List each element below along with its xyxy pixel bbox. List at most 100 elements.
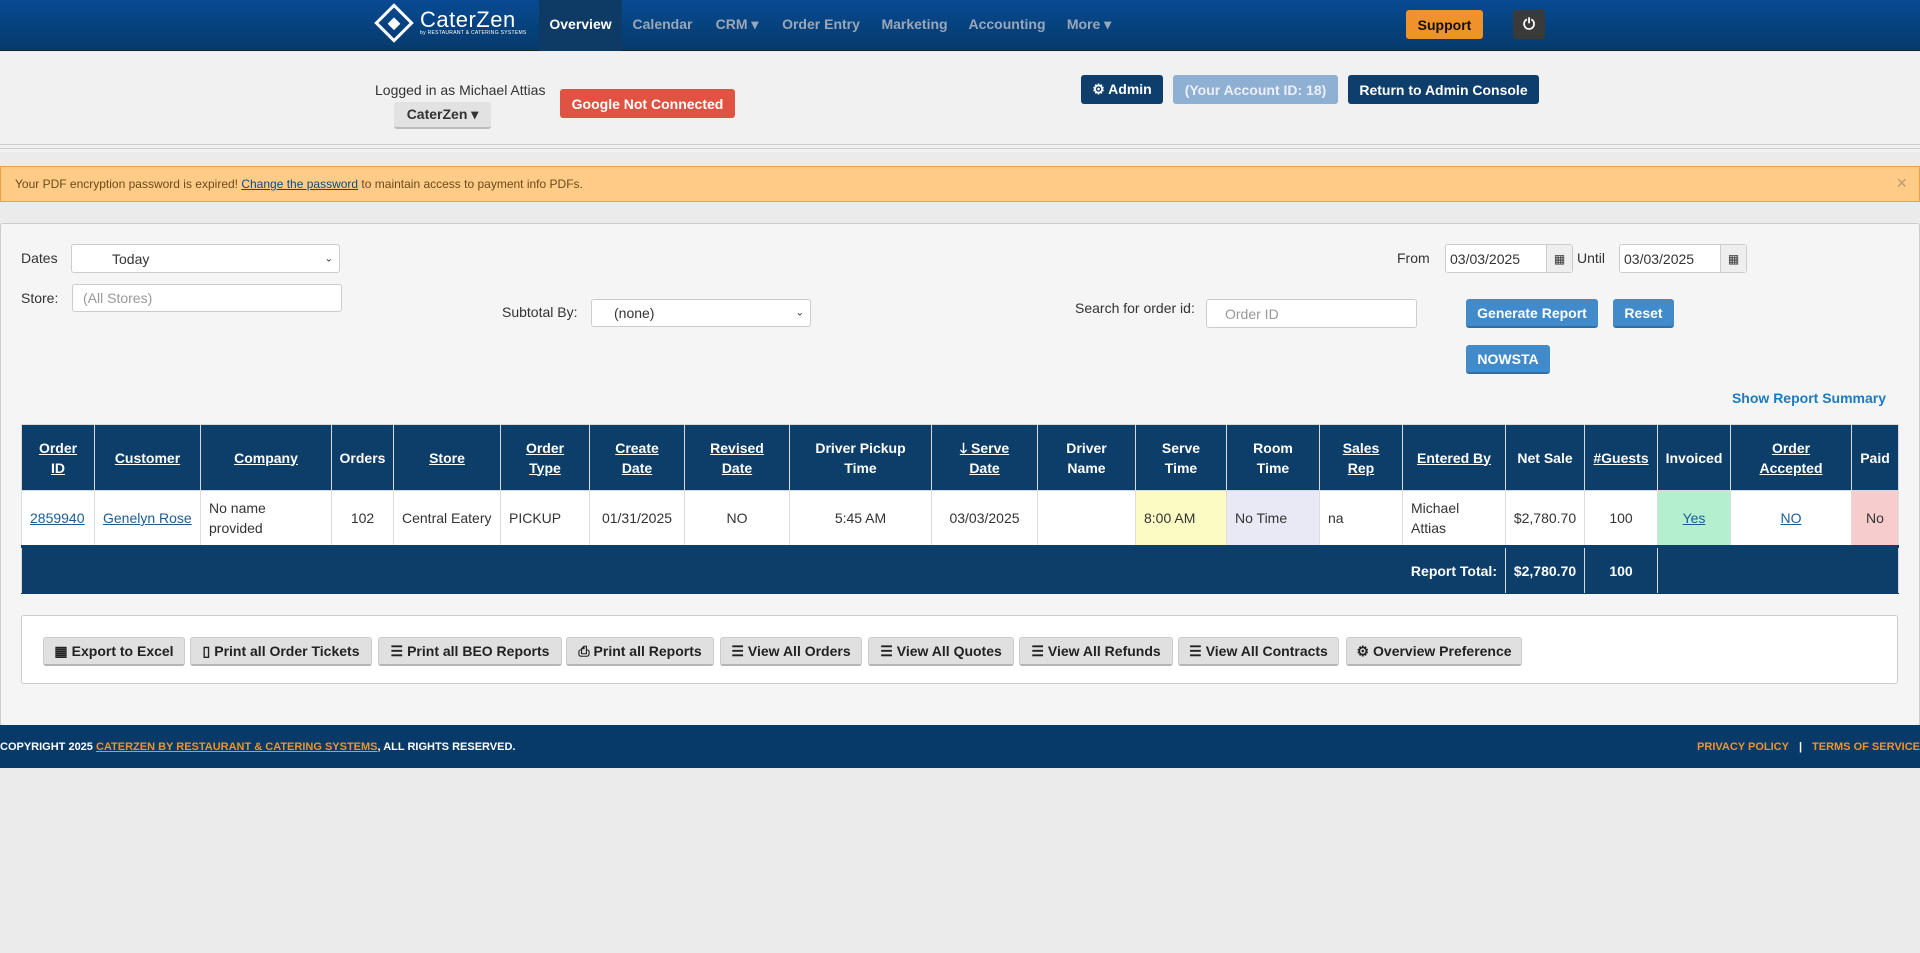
- google-not-connected-button[interactable]: Google Not Connected: [560, 89, 735, 118]
- nav-marketing[interactable]: Marketing: [881, 16, 948, 32]
- column-header-text: Invoiced: [1665, 449, 1723, 466]
- column-header-text: Sales: [1342, 439, 1380, 456]
- column-header-text: Time: [1164, 459, 1198, 476]
- column-header[interactable]: Company: [200, 424, 332, 491]
- alert-text-end: to maintain access to payment info PDFs.: [358, 177, 583, 191]
- from-date-value: 03/03/2025: [1450, 250, 1521, 267]
- action-icon: ☰: [390, 642, 404, 659]
- nav-order-entry[interactable]: Order Entry: [782, 16, 860, 32]
- logo-diamond-icon: [374, 3, 414, 43]
- generate-report-button[interactable]: Generate Report: [1466, 299, 1598, 328]
- from-label: From: [1397, 250, 1430, 266]
- action-view-all-contracts-button[interactable]: ☰ View All Contracts: [1178, 637, 1339, 666]
- logged-in-text: Logged in as Michael Attias: [375, 82, 546, 98]
- from-date-input[interactable]: 03/03/2025 ▦: [1445, 244, 1573, 273]
- column-header[interactable]: Order Type: [500, 424, 590, 491]
- column-header-text: Time: [844, 459, 877, 476]
- cell-company: No name provided: [200, 490, 332, 547]
- column-header[interactable]: Store: [393, 424, 501, 491]
- report-total-net: $2,780.70: [1505, 545, 1585, 594]
- cell-driver-pickup: 5:45 AM: [789, 490, 932, 547]
- report-total-guests: 100: [1584, 545, 1658, 594]
- action-icon: ⚙: [1356, 642, 1370, 659]
- column-header-text: Store: [429, 449, 465, 466]
- action-print-all-order-tickets-button[interactable]: ▯ Print all Order Tickets: [190, 637, 372, 666]
- caterzen-link[interactable]: CATERZEN BY RESTAURANT & CATERING SYSTEM…: [95, 741, 378, 753]
- action-view-all-quotes-button[interactable]: ☰ View All Quotes: [868, 637, 1014, 666]
- nav-accounting[interactable]: Accounting: [968, 16, 1046, 32]
- nav-more[interactable]: More ▾: [1066, 16, 1112, 32]
- calendar-icon[interactable]: ▦: [1546, 245, 1572, 272]
- support-button[interactable]: Support: [1406, 10, 1483, 39]
- change-password-link[interactable]: Change the password: [241, 177, 359, 191]
- cell-driver-name: [1037, 490, 1136, 547]
- action-label: View All Orders: [747, 643, 851, 659]
- power-icon[interactable]: ⏻: [1513, 10, 1545, 39]
- column-header[interactable]: 🡓 Serve Date: [931, 424, 1038, 491]
- return-admin-console-button[interactable]: Return to Admin Console: [1348, 75, 1539, 104]
- action-print-all-beo-reports-button[interactable]: ☰ Print all BEO Reports: [378, 637, 562, 666]
- column-header-text: Name: [1067, 459, 1106, 476]
- close-icon[interactable]: ×: [1896, 173, 1907, 193]
- dates-select[interactable]: Today ⌄: [71, 244, 340, 273]
- action-view-all-orders-button[interactable]: ☰ View All Orders: [720, 637, 862, 666]
- action-print-all-reports-button[interactable]: ⎙ Print all Reports: [566, 637, 714, 666]
- column-header-text: Order: [1771, 439, 1811, 456]
- column-header-text: Room: [1253, 439, 1293, 456]
- column-header[interactable]: Create Date: [589, 424, 685, 491]
- column-header: Serve Time: [1135, 424, 1227, 491]
- nav-calendar[interactable]: Calendar: [632, 16, 693, 32]
- footer: COPYRIGHT 2025 CATERZEN BY RESTAURANT & …: [0, 725, 1920, 768]
- alert-text: Your PDF encryption password is expired!: [15, 177, 242, 191]
- divider: [0, 144, 1920, 145]
- brand-name: CaterZen: [420, 7, 516, 32]
- action-overview-preference-button[interactable]: ⚙ Overview Preference: [1346, 637, 1522, 666]
- column-header: Driver Pickup Time: [789, 424, 932, 491]
- invoiced-link[interactable]: Yes: [1682, 510, 1706, 526]
- column-header[interactable]: Customer: [94, 424, 201, 491]
- action-view-all-refunds-button[interactable]: ☰ View All Refunds: [1019, 637, 1173, 666]
- admin-button[interactable]: ⚙ Admin: [1081, 75, 1163, 104]
- column-header[interactable]: Sales Rep: [1319, 424, 1403, 491]
- cell-order-accepted[interactable]: NO: [1730, 490, 1852, 547]
- column-header: Driver Name: [1037, 424, 1136, 491]
- column-header: Net Sale: [1505, 424, 1585, 491]
- order-id-input[interactable]: Order ID: [1206, 299, 1417, 328]
- nav-crm[interactable]: CRM ▾: [715, 16, 759, 32]
- cell-customer[interactable]: Genelyn Rose: [94, 490, 201, 547]
- cell-entered-by: Michael Attias: [1402, 490, 1506, 547]
- terms-of-service-link[interactable]: TERMS OF SERVICE: [1812, 741, 1920, 753]
- reset-button[interactable]: Reset: [1613, 299, 1674, 328]
- divider: [0, 148, 1920, 149]
- column-header-text: ID: [51, 459, 65, 476]
- column-header[interactable]: Revised Date: [684, 424, 790, 491]
- calendar-icon[interactable]: ▦: [1720, 245, 1746, 272]
- privacy-policy-link[interactable]: PRIVACY POLICY: [1697, 741, 1789, 753]
- search-label: Search for order id:: [1075, 300, 1195, 316]
- until-date-value: 03/03/2025: [1624, 250, 1695, 267]
- show-report-summary-link[interactable]: Show Report Summary: [1731, 390, 1886, 406]
- caterzen-logo[interactable]: CaterZen by RESTAURANT & CATERING SYSTEMS: [374, 3, 527, 43]
- customer-link[interactable]: Genelyn Rose: [103, 510, 192, 526]
- column-header[interactable]: #Guests: [1584, 424, 1658, 491]
- until-date-input[interactable]: 03/03/2025 ▦: [1619, 244, 1747, 273]
- column-header[interactable]: Entered By: [1402, 424, 1506, 491]
- action-icon: ▦: [54, 642, 68, 659]
- column-header-text: Orders: [339, 449, 386, 466]
- column-header-text: Revised: [710, 439, 764, 456]
- column-header[interactable]: Order Accepted: [1730, 424, 1852, 491]
- column-header[interactable]: Order ID: [21, 424, 95, 491]
- nav-overview[interactable]: Overview: [539, 0, 622, 51]
- nowsta-button[interactable]: NOWSTA: [1466, 345, 1550, 374]
- account-dropdown[interactable]: CaterZen ▾: [394, 102, 491, 129]
- subtotal-select[interactable]: (none) ⌄: [591, 299, 811, 327]
- cell-order-id[interactable]: 2859940: [21, 490, 95, 547]
- order-id-link[interactable]: 2859940: [30, 510, 85, 526]
- order-accepted-link[interactable]: NO: [1780, 510, 1802, 526]
- column-header-text: Serve: [1161, 439, 1201, 456]
- store-input[interactable]: (All Stores): [72, 284, 342, 312]
- actions-bar: ▦ Export to Excel ▯ Print all Order Tickets…: [21, 615, 1898, 684]
- action-export-to-excel-button[interactable]: ▦ Export to Excel: [43, 637, 185, 666]
- cell-invoiced[interactable]: Yes: [1657, 490, 1731, 547]
- cell-serve-date: 03/03/2025: [931, 490, 1038, 547]
